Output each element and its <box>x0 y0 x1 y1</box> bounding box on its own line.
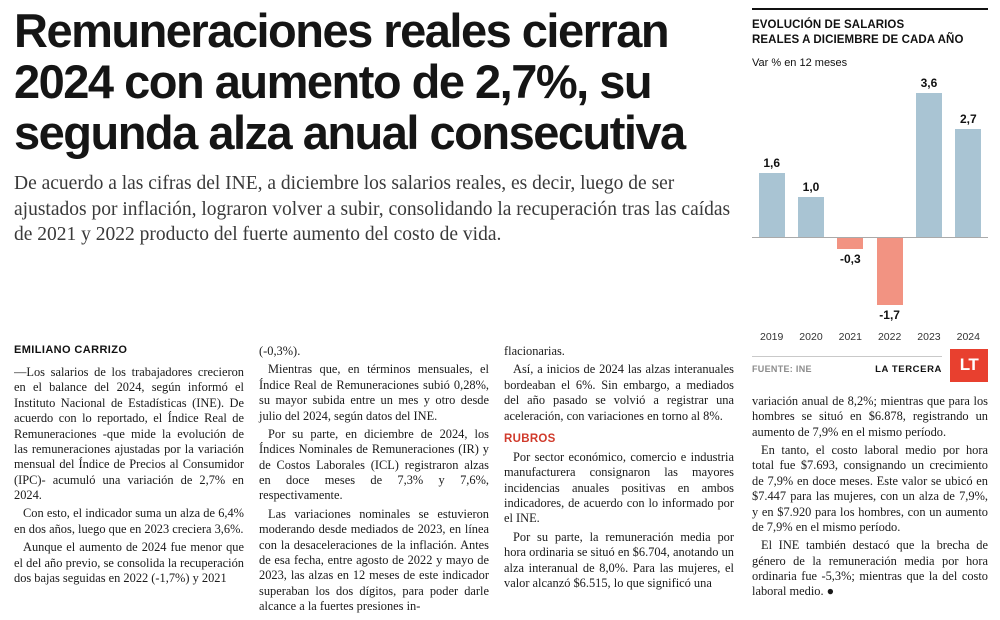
bar-2022 <box>876 236 903 305</box>
body-column-1: EMILIANO CARRIZO —Los salarios de los tr… <box>14 344 244 620</box>
chart-footer: FUENTE: INE LA TERCERA LT <box>752 348 988 382</box>
bar-value-label: -1,7 <box>879 307 900 322</box>
body-paragraph: (-0,3%). <box>259 344 301 358</box>
body-column-4: variación anual de 8,2%; mientras que pa… <box>752 394 988 600</box>
deck-subheadline: De acuerdo a las cifras del INE, a dicie… <box>14 173 731 245</box>
bar-slot: 3,6 2023 <box>909 75 948 343</box>
bar-slot: 1,0 2020 <box>791 75 830 343</box>
bar-slot: 2,7 2024 <box>949 75 988 343</box>
body-paragraph: Las variaciones nominales se estuvieron … <box>259 506 489 613</box>
chart-source: FUENTE: INE <box>752 363 812 374</box>
section-subhead-rubros: RUBROS <box>504 432 556 445</box>
body-column-3: flacionarias. Así, a inicios de 2024 las… <box>504 344 734 620</box>
body-paragraph: El INE también destacó que la brecha de … <box>752 538 988 599</box>
sidebar-chart-column: EVOLUCIÓN DE SALARIOS REALES A DICIEMBRE… <box>752 8 988 603</box>
body-paragraph: Por sector económico, comercio e industr… <box>504 449 734 526</box>
bar-value-label: 3,6 <box>920 75 938 90</box>
bar-value-label: 1,0 <box>802 179 820 194</box>
body-paragraph: variación anual de 8,2%; mientras que pa… <box>752 393 988 439</box>
bar-2019 <box>758 172 785 237</box>
zero-axis-line <box>752 236 988 238</box>
bar-value-label: 1,6 <box>763 155 780 170</box>
bar-category-label: 2024 <box>956 330 980 343</box>
body-paragraph: Por su parte, la remuneración media por … <box>504 529 734 590</box>
bar-chart-plot: 1,6 2019 1,0 2020 -0,3 2021 -1,7 2022 3,6 2023 2,7… <box>752 75 988 343</box>
body-column-2: (-0,3%). Mientras que, en términos mensu… <box>259 344 489 620</box>
body-paragraph: Por su parte, en diciembre de 2024, los … <box>259 426 489 503</box>
body-paragraph: Aunque el aumento de 2024 fue menor que … <box>14 540 244 585</box>
body-paragraph: —Los salarios de los trabajadores crecie… <box>14 365 244 502</box>
chart-subtitle: Var % en 12 meses <box>752 56 848 69</box>
bar-2024 <box>955 128 982 237</box>
article-header: Remuneraciones reales cierran 2024 con a… <box>14 4 736 247</box>
bar-category-label: 2020 <box>799 330 823 343</box>
headline: Remuneraciones reales cierran 2024 con a… <box>14 4 686 159</box>
brand-name: LA TERCERA <box>875 363 942 375</box>
chart-header: EVOLUCIÓN DE SALARIOS REALES A DICIEMBRE… <box>752 8 988 69</box>
byline: EMILIANO CARRIZO <box>14 344 128 356</box>
bar-value-label: -0,3 <box>839 251 861 266</box>
article-body: EMILIANO CARRIZO —Los salarios de los tr… <box>14 344 736 620</box>
bar-slot: 1,6 2019 <box>752 75 791 343</box>
body-paragraph: Mientras que, en términos mensuales, el … <box>259 362 489 423</box>
bar-slot: -0,3 2021 <box>831 75 870 343</box>
chart-title-line1: EVOLUCIÓN DE SALARIOS <box>752 19 905 31</box>
bar-category-label: 2019 <box>759 330 784 343</box>
la-tercera-logo: LT <box>950 348 988 382</box>
bar-2021 <box>837 236 864 249</box>
bar-category-label: 2021 <box>838 330 862 343</box>
bar-value-label: 2,7 <box>959 111 977 126</box>
chart-title-line2: REALES A DICIEMBRE DE CADA AÑO <box>752 33 964 46</box>
bar-2023 <box>915 92 942 237</box>
bar-2020 <box>797 196 824 237</box>
chart-source-line: FUENTE: INE LA TERCERA <box>752 355 942 375</box>
bar-category-label: 2023 <box>917 330 941 343</box>
body-paragraph: Con esto, el indicador suma un alza de 6… <box>14 506 244 536</box>
bar-category-label: 2022 <box>877 330 902 343</box>
body-paragraph: En tanto, el costo laboral medio por hor… <box>752 443 988 534</box>
bar-slot: -1,7 2022 <box>870 75 909 343</box>
chart-title: EVOLUCIÓN DE SALARIOS REALES A DICIEMBRE… <box>752 18 988 48</box>
body-paragraph: Así, a inicios de 2024 las alzas interan… <box>504 362 734 423</box>
body-paragraph: flacionarias. <box>504 344 565 358</box>
